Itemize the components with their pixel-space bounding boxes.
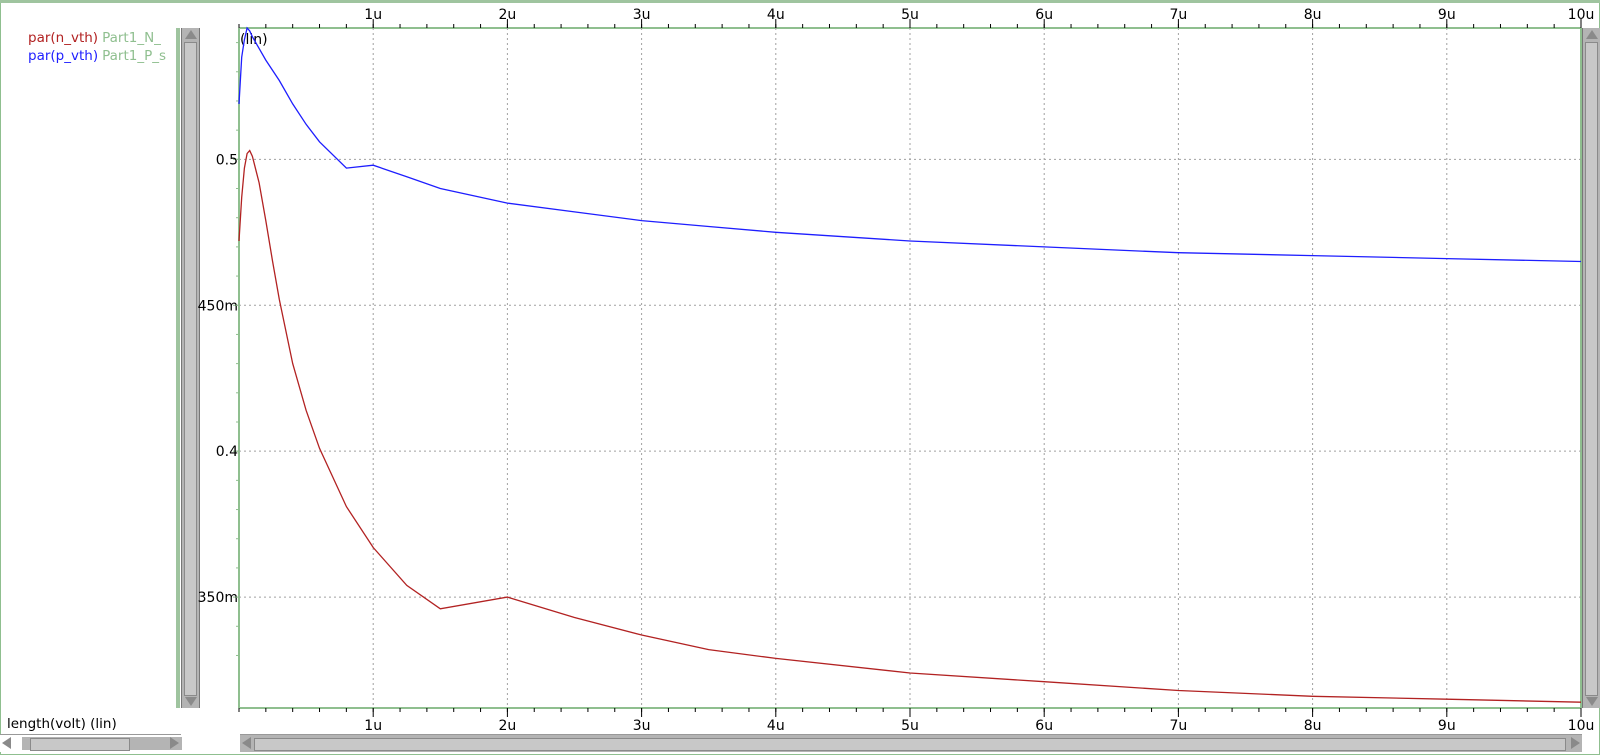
series-line-par-n-vth bbox=[238, 149, 1582, 703]
scroll-left-icon[interactable] bbox=[2, 737, 11, 749]
legend-splitter[interactable] bbox=[176, 28, 180, 708]
x-tick-label-top: 8u bbox=[1304, 7, 1322, 23]
x-tick-label-bottom: 7u bbox=[1170, 718, 1188, 734]
x-tick-label-top: 2u bbox=[499, 7, 517, 23]
x-tick-label-bottom: 8u bbox=[1304, 718, 1322, 734]
scroll-down-icon[interactable] bbox=[185, 697, 197, 706]
legend-part-name: Part1_N_ bbox=[102, 30, 161, 46]
y-tick-label: 0.5 bbox=[216, 152, 238, 168]
top-border bbox=[0, 0, 1600, 3]
horizontal-scrollbar[interactable] bbox=[240, 734, 1582, 752]
legend-signal-name: par(n_vth) bbox=[28, 30, 99, 46]
x-tick-label-bottom: 1u bbox=[364, 718, 382, 734]
scroll-right-icon[interactable] bbox=[170, 737, 179, 749]
x-tick-label-top: 6u bbox=[1035, 7, 1053, 23]
legend-item-n-vth[interactable]: par(n_vth) Part1_N_ bbox=[28, 29, 178, 47]
x-tick-label-top: 5u bbox=[901, 7, 919, 23]
legend-item-p-vth[interactable]: par(p_vth) Part1_P_s bbox=[28, 47, 178, 65]
horizontal-scroll-thumb[interactable] bbox=[254, 738, 1566, 751]
scroll-down-icon[interactable] bbox=[1586, 697, 1598, 706]
x-tick-label-bottom: 4u bbox=[767, 718, 785, 734]
x-tick-label-bottom: 9u bbox=[1438, 718, 1456, 734]
right-vertical-scrollbar[interactable] bbox=[1582, 28, 1600, 708]
scroll-left-icon[interactable] bbox=[242, 737, 251, 749]
signal-legend: par(n_vth) Part1_N_ par(p_vth) Part1_P_s bbox=[0, 28, 176, 708]
x-tick-label-bottom: 6u bbox=[1035, 718, 1053, 734]
legend-scroll-thumb[interactable] bbox=[30, 738, 130, 751]
x-tick-label-top: 1u bbox=[364, 7, 382, 23]
x-tick-label-bottom: 2u bbox=[499, 718, 517, 734]
scroll-up-icon[interactable] bbox=[1586, 30, 1598, 39]
vertical-scrollbar[interactable] bbox=[181, 28, 200, 708]
right-scroll-thumb[interactable] bbox=[1585, 42, 1598, 696]
series-line-par-p-vth bbox=[238, 26, 1582, 263]
y-tick-label: 350m bbox=[198, 590, 238, 606]
legend-part-name: Part1_P_s bbox=[102, 48, 167, 64]
x-tick-label-top: 3u bbox=[633, 7, 651, 23]
legend-horizontal-scrollbar[interactable] bbox=[0, 734, 182, 752]
x-tick-label-top: 9u bbox=[1438, 7, 1456, 23]
x-tick-label-top: 7u bbox=[1170, 7, 1188, 23]
legend-signal-name: par(p_vth) bbox=[28, 48, 99, 64]
y-tick-label: 450m bbox=[198, 298, 238, 314]
x-axis-label: length(volt) (lin) bbox=[7, 716, 117, 732]
scroll-up-icon[interactable] bbox=[185, 30, 197, 39]
scroll-right-icon[interactable] bbox=[1571, 737, 1580, 749]
vertical-scroll-thumb[interactable] bbox=[184, 42, 197, 696]
x-tick-label-bottom: 10u bbox=[1568, 718, 1595, 734]
x-tick-label-bottom: 5u bbox=[901, 718, 919, 734]
x-tick-label-top: 10u bbox=[1568, 7, 1595, 23]
y-tick-label: 0.4 bbox=[216, 444, 238, 460]
x-tick-label-top: 4u bbox=[767, 7, 785, 23]
x-tick-label-bottom: 3u bbox=[633, 718, 651, 734]
